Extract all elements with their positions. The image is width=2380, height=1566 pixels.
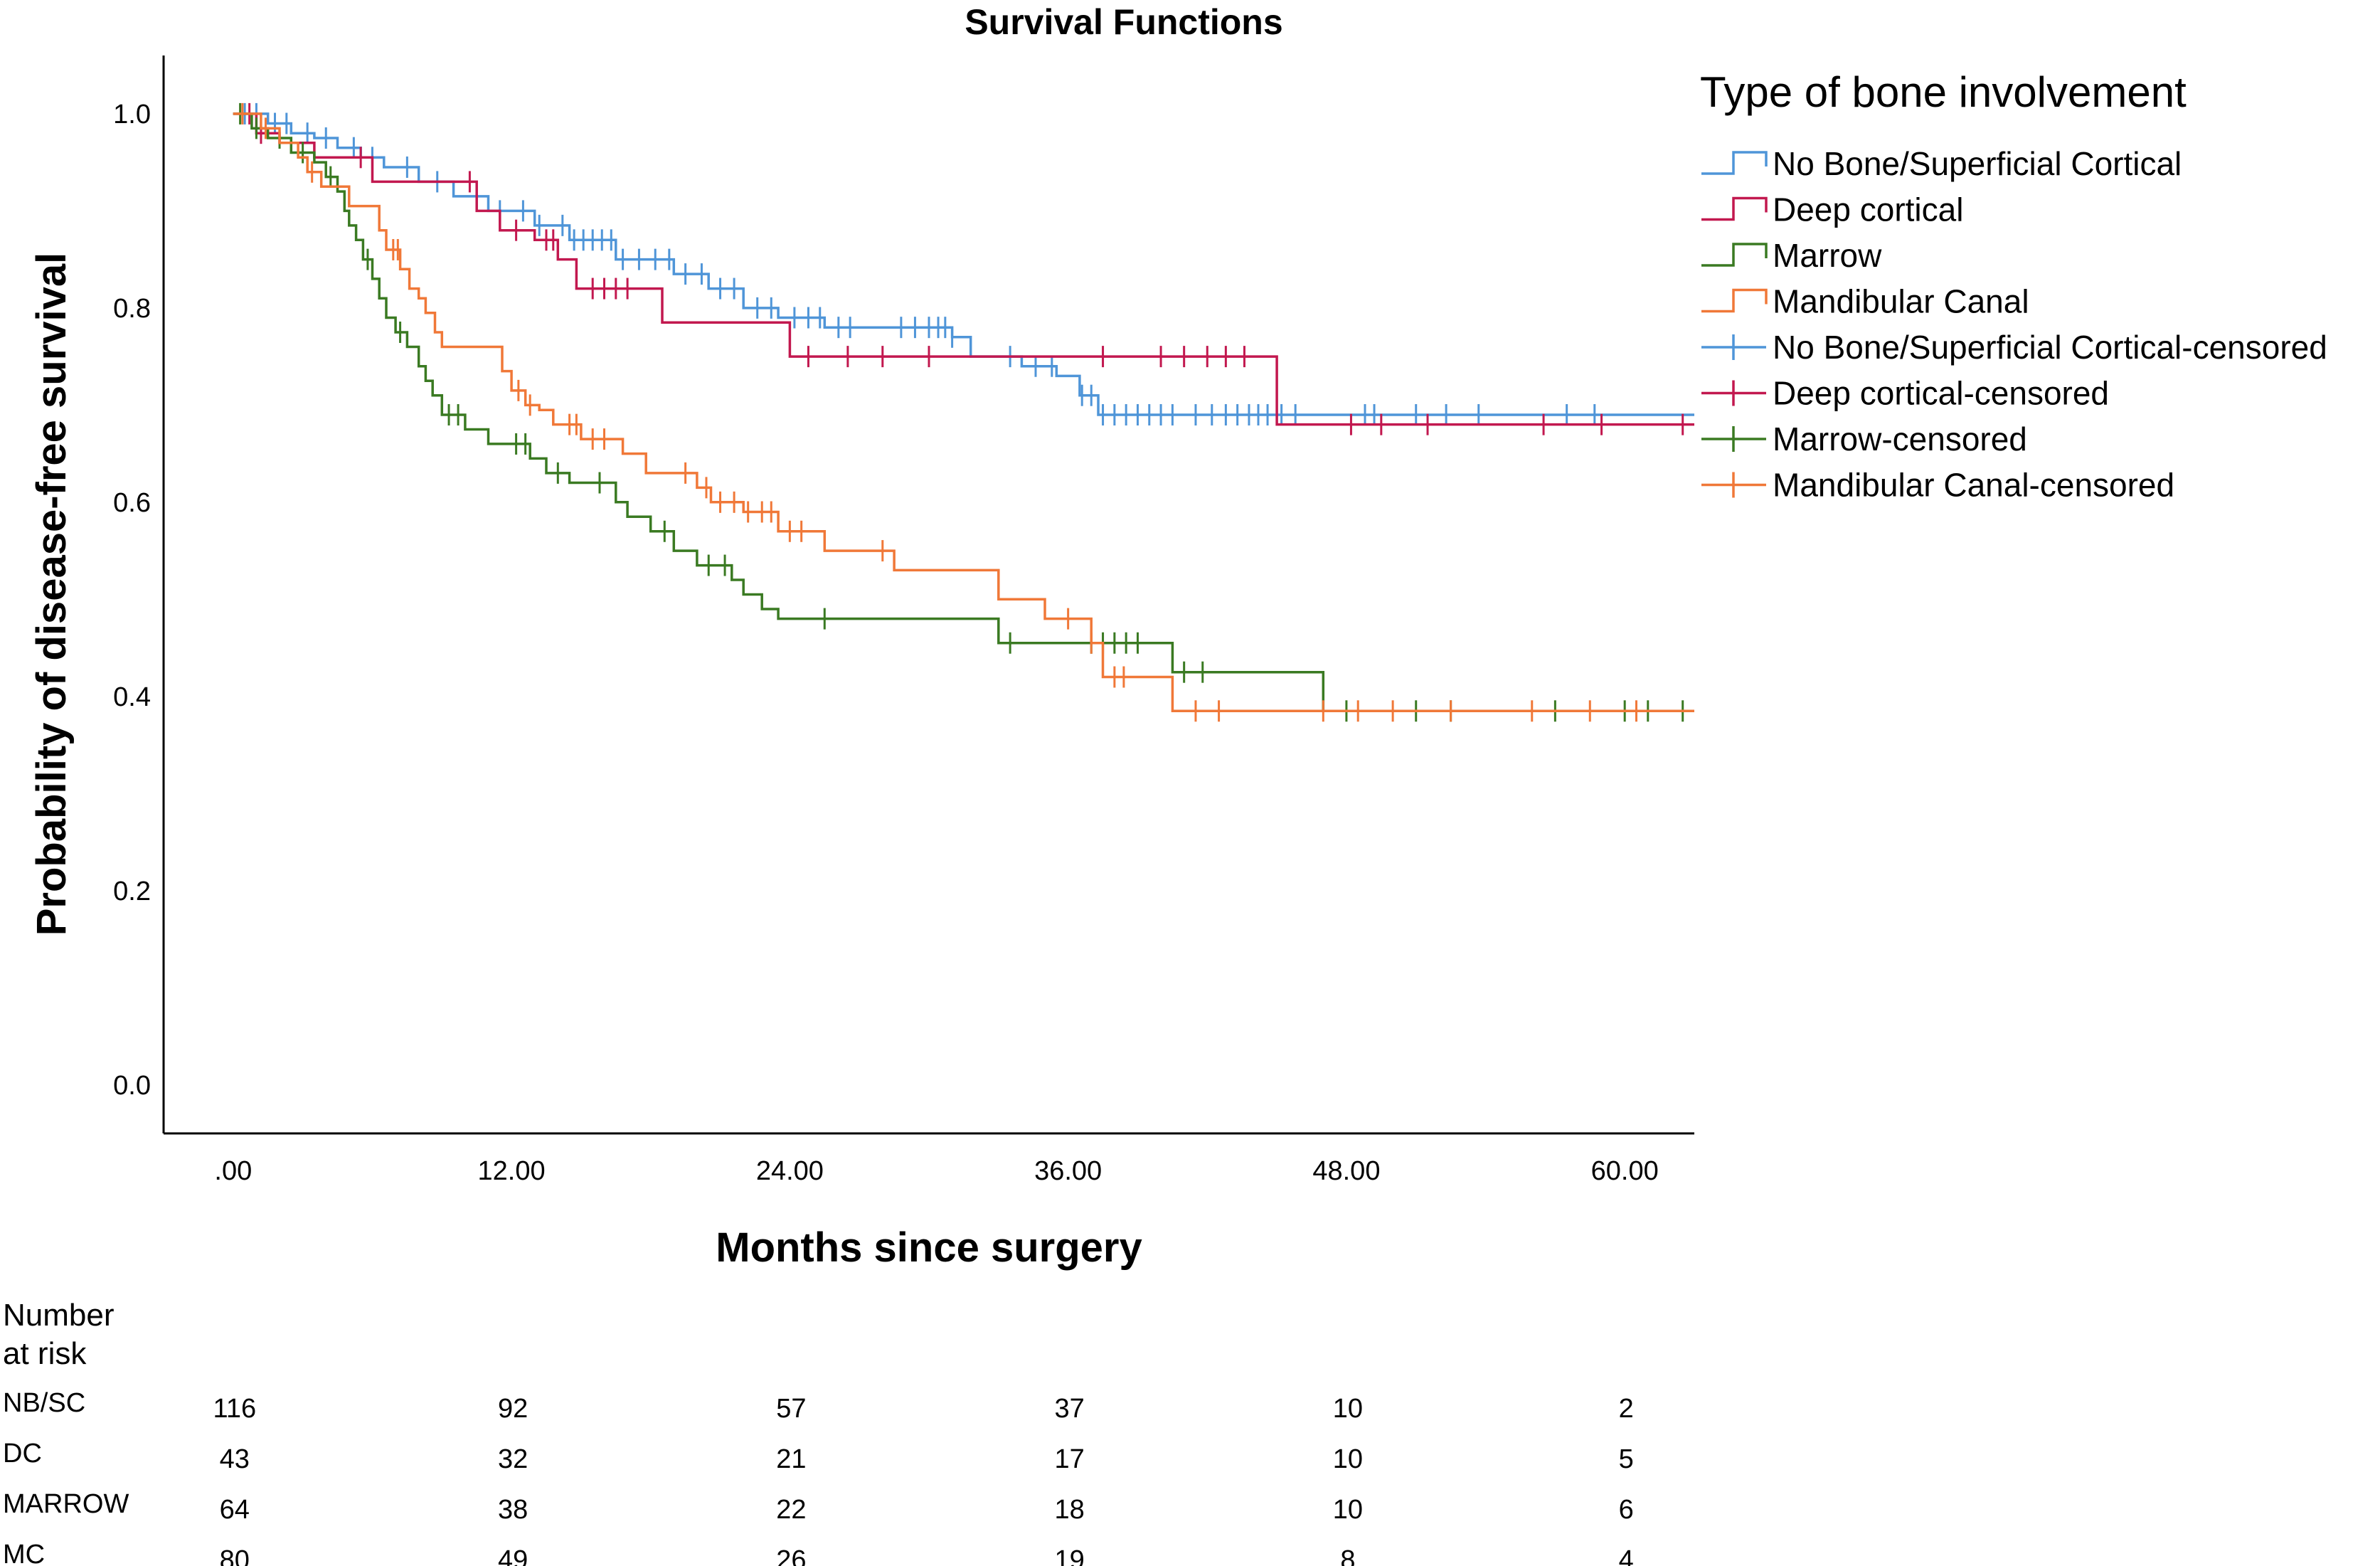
y-tick-label: 0.8 bbox=[113, 294, 151, 324]
legend-label: Marrow bbox=[1773, 237, 1882, 274]
x-tick-label: 48.00 bbox=[1312, 1156, 1380, 1186]
risk-value: 22 bbox=[776, 1495, 806, 1525]
legend-label: Marrow-censored bbox=[1773, 420, 2027, 457]
risk-value: 10 bbox=[1333, 1444, 1363, 1474]
y-tick-label: 0.6 bbox=[113, 488, 151, 518]
risk-value: 4 bbox=[1619, 1545, 1634, 1566]
legend-label: No Bone/Superficial Cortical bbox=[1773, 145, 2182, 182]
legend-label: Mandibular Canal bbox=[1773, 283, 2029, 320]
survival-step-line bbox=[233, 112, 1694, 426]
risk-value: 5 bbox=[1619, 1444, 1634, 1474]
x-tick-label: .00 bbox=[214, 1156, 252, 1186]
risk-row-label: MARROW bbox=[3, 1489, 129, 1519]
plot-area: 0.0 0.2 0.4 0.6 0.8 1.0 .00 12.00 24.00 36.00 48.… bbox=[113, 55, 1694, 1186]
survival-step-line bbox=[233, 112, 1694, 713]
x-axis-title: Months since surgery bbox=[716, 1224, 1142, 1271]
survival-step-line bbox=[233, 112, 1694, 713]
series-2 bbox=[233, 102, 1694, 435]
series-4 bbox=[233, 102, 1694, 722]
risk-table-header-line1: Number bbox=[3, 1298, 115, 1333]
x-axis-ticks: .00 12.00 24.00 36.00 48.00 60.00 bbox=[214, 1156, 1658, 1186]
risk-value: 116 bbox=[213, 1394, 257, 1424]
legend-title: Type of bone involvement bbox=[1700, 68, 2187, 116]
x-tick-label: 12.00 bbox=[478, 1156, 546, 1186]
number-at-risk-table: Number at risk NB/SC 116 92 57 37 10 2 DC 43 32 21… bbox=[3, 1298, 1634, 1566]
risk-row-label: DC bbox=[3, 1439, 42, 1469]
risk-table-header-line2: at risk bbox=[3, 1336, 87, 1371]
legend-entry: Marrow-censored bbox=[1701, 420, 2027, 457]
y-axis-ticks: 0.0 0.2 0.4 0.6 0.8 1.0 bbox=[113, 100, 151, 1101]
risk-value: 43 bbox=[220, 1444, 250, 1474]
legend-entry: Mandibular Canal-censored bbox=[1701, 467, 2174, 504]
legend-entry: Mandibular Canal bbox=[1701, 283, 2029, 320]
risk-value: 17 bbox=[1054, 1444, 1084, 1474]
risk-value: 8 bbox=[1340, 1545, 1355, 1566]
series-3 bbox=[233, 102, 1694, 722]
risk-row-label: NB/SC bbox=[3, 1388, 85, 1418]
legend-label: Mandibular Canal-censored bbox=[1773, 467, 2174, 504]
risk-value: 19 bbox=[1054, 1545, 1084, 1566]
y-tick-label: 0.2 bbox=[113, 877, 151, 906]
legend-entry: Deep cortical-censored bbox=[1701, 375, 2109, 412]
risk-value: 6 bbox=[1619, 1495, 1634, 1525]
risk-value: 10 bbox=[1333, 1495, 1363, 1525]
legend: Type of bone involvement No Bone/Superfi… bbox=[1700, 68, 2327, 504]
risk-value: 80 bbox=[220, 1545, 250, 1566]
y-axis-title: Probability of disease-free survival bbox=[28, 253, 75, 936]
legend-entry: No Bone/Superficial Cortical bbox=[1701, 145, 2182, 182]
x-tick-label: 24.00 bbox=[756, 1156, 824, 1186]
legend-label: Deep cortical bbox=[1773, 191, 1963, 228]
legend-step-swatch bbox=[1701, 243, 1768, 267]
legend-label: Deep cortical-censored bbox=[1773, 375, 2109, 412]
survival-step-line bbox=[233, 112, 1694, 416]
legend-step-swatch bbox=[1701, 196, 1768, 221]
risk-value: 21 bbox=[776, 1444, 806, 1474]
risk-value: 57 bbox=[776, 1394, 806, 1424]
legend-step-swatch bbox=[1701, 288, 1768, 313]
risk-value: 64 bbox=[220, 1495, 250, 1525]
legend-label: No Bone/Superficial Cortical-censored bbox=[1773, 329, 2327, 366]
y-tick-label: 0.4 bbox=[113, 682, 151, 712]
y-tick-label: 0.0 bbox=[113, 1071, 151, 1101]
legend-entry: Deep cortical bbox=[1701, 191, 1963, 228]
x-tick-label: 60.00 bbox=[1591, 1156, 1659, 1186]
y-tick-label: 1.0 bbox=[113, 100, 151, 129]
risk-row-label: MC bbox=[3, 1540, 45, 1566]
risk-value: 38 bbox=[498, 1495, 528, 1525]
risk-value: 26 bbox=[776, 1545, 806, 1566]
risk-value: 32 bbox=[498, 1444, 528, 1474]
legend-entry: No Bone/Superficial Cortical-censored bbox=[1701, 329, 2327, 366]
series-layer bbox=[233, 102, 1694, 722]
risk-value: 10 bbox=[1333, 1394, 1363, 1424]
risk-value: 2 bbox=[1619, 1394, 1634, 1424]
legend-step-swatch bbox=[1701, 151, 1768, 175]
risk-value: 92 bbox=[498, 1394, 528, 1424]
risk-value: 18 bbox=[1054, 1495, 1084, 1525]
series-1 bbox=[233, 102, 1694, 425]
chart-title: Survival Functions bbox=[965, 2, 1282, 42]
risk-value: 37 bbox=[1054, 1394, 1084, 1424]
legend-entry: Marrow bbox=[1701, 237, 1882, 274]
x-tick-label: 36.00 bbox=[1034, 1156, 1102, 1186]
risk-value: 49 bbox=[498, 1545, 528, 1566]
